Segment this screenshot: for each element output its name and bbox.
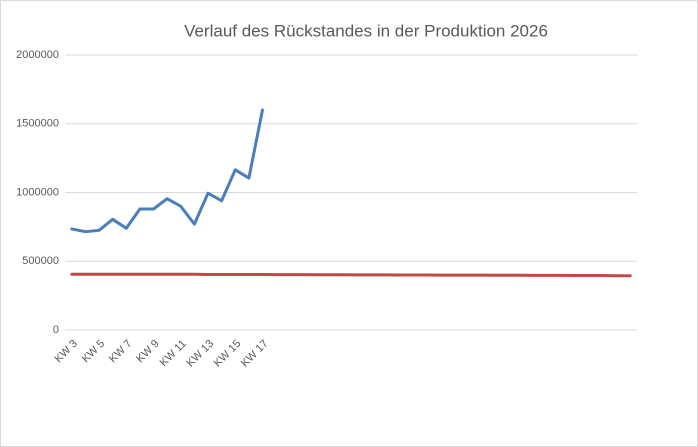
y-tick-label: 500000 bbox=[22, 255, 59, 267]
y-tick-label: 0 bbox=[53, 324, 59, 336]
y-tick-label: 1000000 bbox=[16, 186, 59, 198]
series-line bbox=[70, 272, 632, 278]
series-line bbox=[70, 108, 264, 234]
y-tick-label: 1500000 bbox=[16, 118, 59, 130]
y-tick-label: 2000000 bbox=[16, 49, 59, 61]
chart-title: Verlauf des Rückstandes in der Produktio… bbox=[184, 21, 548, 40]
